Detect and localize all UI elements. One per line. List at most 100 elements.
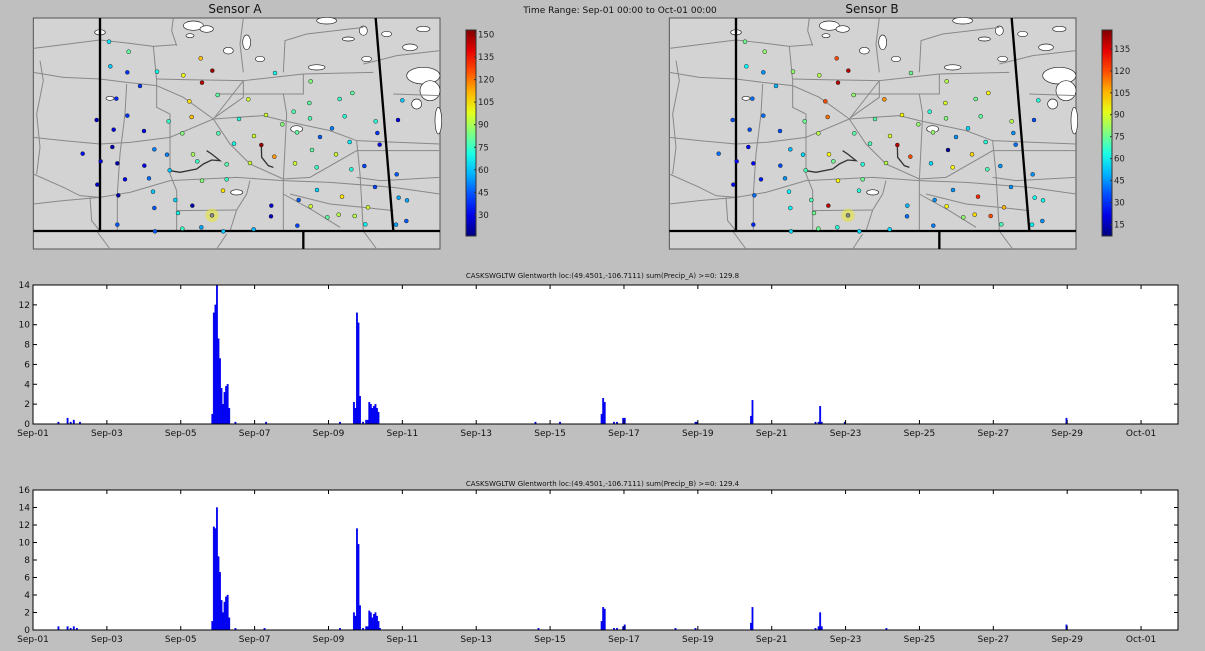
station-marker[interactable] bbox=[761, 113, 766, 118]
station-marker[interactable] bbox=[950, 165, 955, 170]
station-marker[interactable] bbox=[857, 229, 862, 234]
station-marker[interactable] bbox=[231, 141, 237, 146]
station-marker[interactable] bbox=[731, 182, 736, 187]
station-marker[interactable] bbox=[744, 64, 749, 69]
station-marker[interactable] bbox=[94, 117, 99, 123]
station-marker[interactable] bbox=[215, 92, 220, 98]
station-marker[interactable] bbox=[852, 131, 857, 136]
station-marker[interactable] bbox=[986, 90, 991, 96]
station-marker[interactable] bbox=[746, 144, 751, 150]
station-marker[interactable] bbox=[295, 223, 300, 228]
station-marker[interactable] bbox=[800, 152, 806, 157]
station-marker[interactable] bbox=[887, 227, 892, 232]
station-marker[interactable] bbox=[867, 141, 873, 146]
station-marker[interactable] bbox=[1030, 172, 1035, 177]
station-marker[interactable] bbox=[122, 177, 128, 182]
station-marker[interactable] bbox=[221, 229, 226, 234]
station-marker[interactable] bbox=[860, 177, 865, 182]
station-marker[interactable] bbox=[778, 163, 783, 168]
station-marker[interactable] bbox=[943, 100, 948, 106]
station-marker[interactable] bbox=[251, 133, 257, 139]
station-marker[interactable] bbox=[373, 119, 378, 124]
station-marker[interactable] bbox=[985, 167, 990, 172]
station-marker[interactable] bbox=[811, 210, 817, 216]
station-marker[interactable] bbox=[350, 90, 355, 96]
station-marker[interactable] bbox=[152, 229, 158, 234]
station-marker[interactable] bbox=[247, 160, 253, 166]
station-marker[interactable] bbox=[224, 162, 229, 167]
station-marker[interactable] bbox=[137, 83, 143, 89]
station-marker[interactable] bbox=[329, 126, 335, 131]
station-marker[interactable] bbox=[887, 133, 893, 139]
station-marker[interactable] bbox=[210, 68, 215, 73]
station-marker[interactable] bbox=[998, 163, 1003, 169]
station-marker[interactable] bbox=[115, 222, 120, 227]
station-marker[interactable] bbox=[309, 147, 315, 153]
station-marker[interactable] bbox=[750, 96, 755, 101]
station-marker[interactable] bbox=[969, 152, 975, 157]
sensor-a-map[interactable] bbox=[30, 14, 450, 254]
station-marker[interactable] bbox=[1036, 98, 1041, 103]
station-marker[interactable] bbox=[363, 222, 368, 227]
station-marker[interactable] bbox=[126, 49, 131, 54]
station-marker[interactable] bbox=[1040, 218, 1045, 224]
station-marker[interactable] bbox=[106, 39, 112, 44]
station-marker[interactable] bbox=[199, 225, 204, 230]
station-marker[interactable] bbox=[973, 96, 978, 102]
station-marker[interactable] bbox=[927, 109, 932, 114]
station-marker[interactable] bbox=[259, 142, 264, 148]
station-marker[interactable] bbox=[199, 178, 205, 183]
station-marker[interactable] bbox=[365, 205, 371, 210]
station-marker[interactable] bbox=[1008, 184, 1014, 190]
station-marker[interactable] bbox=[975, 194, 981, 199]
station-marker[interactable] bbox=[782, 176, 788, 181]
station-marker[interactable] bbox=[944, 79, 949, 84]
station-marker[interactable] bbox=[272, 70, 278, 76]
station-marker[interactable] bbox=[788, 229, 794, 234]
station-marker[interactable] bbox=[802, 119, 807, 124]
station-marker[interactable] bbox=[1029, 222, 1035, 227]
station-marker[interactable] bbox=[291, 109, 296, 114]
station-marker[interactable] bbox=[352, 213, 357, 219]
station-marker[interactable] bbox=[307, 116, 313, 121]
station-marker[interactable] bbox=[751, 222, 756, 227]
station-marker[interactable] bbox=[98, 159, 103, 164]
station-marker[interactable] bbox=[762, 49, 767, 54]
station-marker[interactable] bbox=[908, 70, 914, 76]
station-marker[interactable] bbox=[834, 56, 839, 61]
station-marker[interactable] bbox=[788, 147, 793, 152]
station-marker[interactable] bbox=[734, 159, 739, 164]
station-marker[interactable] bbox=[1009, 119, 1014, 124]
station-marker[interactable] bbox=[268, 214, 274, 219]
station-marker[interactable] bbox=[835, 178, 841, 183]
station-marker[interactable] bbox=[831, 159, 836, 164]
station-marker[interactable] bbox=[195, 159, 200, 164]
station-marker[interactable] bbox=[928, 161, 934, 166]
station-marker[interactable] bbox=[883, 160, 889, 166]
station-marker[interactable] bbox=[950, 187, 956, 193]
station-marker[interactable] bbox=[716, 151, 721, 156]
station-marker[interactable] bbox=[904, 214, 910, 219]
station-marker[interactable] bbox=[142, 163, 147, 168]
station-marker[interactable] bbox=[809, 197, 814, 203]
station-marker[interactable] bbox=[742, 39, 748, 44]
station-marker[interactable] bbox=[916, 122, 921, 127]
station-marker[interactable] bbox=[826, 152, 832, 157]
station-marker[interactable] bbox=[1032, 195, 1037, 200]
station-marker[interactable] bbox=[336, 212, 341, 217]
station-marker[interactable] bbox=[396, 195, 401, 200]
station-marker[interactable] bbox=[747, 127, 752, 132]
station-marker[interactable] bbox=[272, 154, 277, 159]
station-marker[interactable] bbox=[835, 80, 841, 85]
station-marker[interactable] bbox=[339, 194, 345, 199]
station-marker[interactable] bbox=[377, 142, 382, 147]
station-marker[interactable] bbox=[125, 70, 130, 75]
station-marker[interactable] bbox=[983, 139, 988, 145]
station-marker[interactable] bbox=[180, 131, 185, 136]
station-marker[interactable] bbox=[181, 73, 186, 78]
station-marker[interactable] bbox=[931, 223, 936, 228]
station-marker[interactable] bbox=[835, 225, 840, 230]
station-marker[interactable] bbox=[347, 139, 352, 145]
station-marker[interactable] bbox=[860, 162, 865, 167]
station-marker[interactable] bbox=[80, 151, 85, 156]
